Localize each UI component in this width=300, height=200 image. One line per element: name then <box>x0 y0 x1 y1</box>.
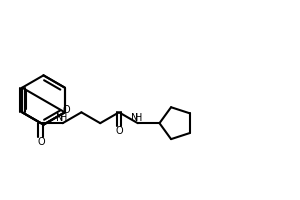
Text: O: O <box>37 137 45 147</box>
Text: O: O <box>62 105 70 115</box>
Text: H: H <box>60 113 67 123</box>
Text: N: N <box>131 113 139 123</box>
Text: H: H <box>135 113 142 123</box>
Text: O: O <box>115 126 123 136</box>
Text: N: N <box>56 113 63 123</box>
